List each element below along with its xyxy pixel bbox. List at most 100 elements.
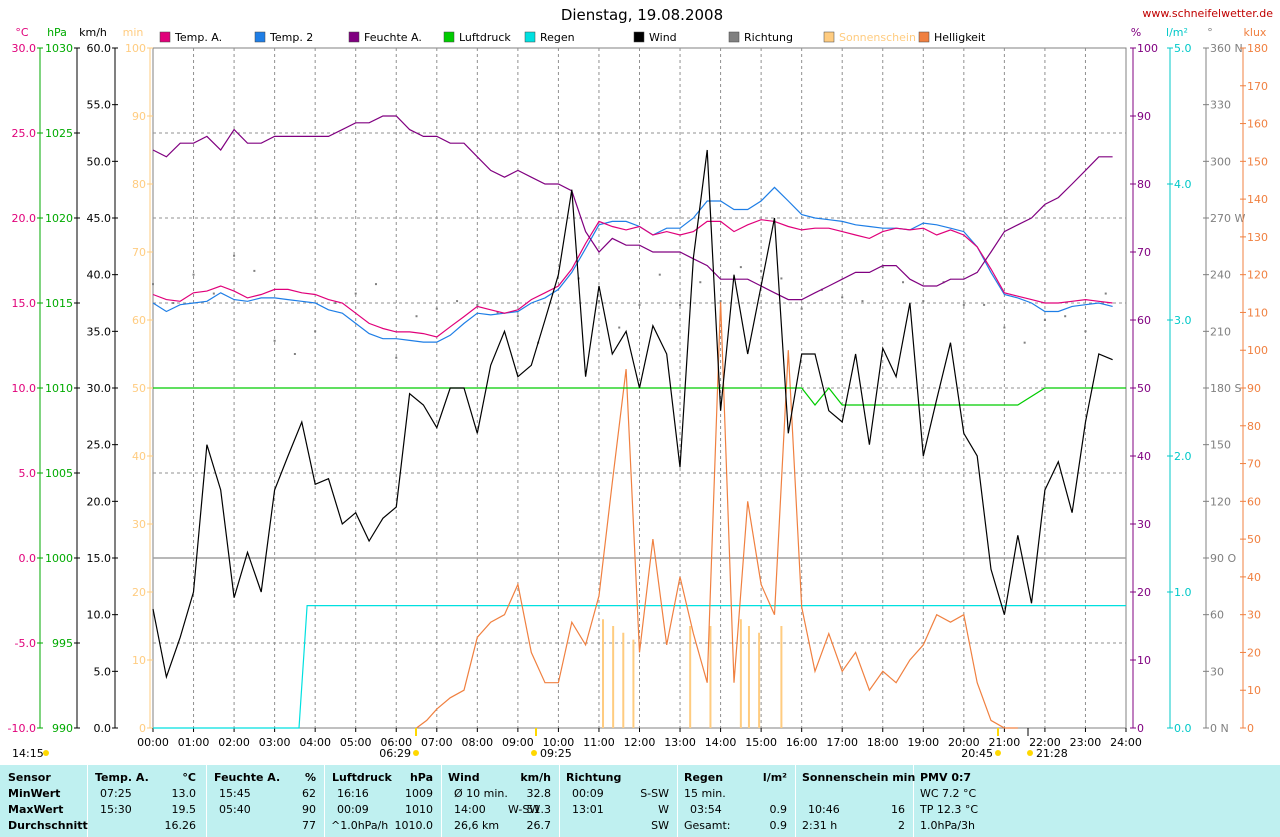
series [152,115,1126,729]
rain-r2-val: 0.9 [769,803,788,816]
series-temp-a-line [152,219,1113,338]
press-max-time: 00:09 [337,803,369,816]
press-max-val: 1010 [405,803,433,816]
chart-title: Dienstag, 19.08.2008 [561,6,723,24]
brightness-tick-label: 150 [1247,155,1268,168]
rain-unit: l/m² [762,771,787,784]
col-wind: Wind km/h Ø 10 min. 32.8 14:00 W-SW 51.3… [442,765,560,837]
series-richtung-point [699,281,702,284]
wind-tick-label: 0.0 [94,722,112,735]
event-sunset: 20:45 [961,747,993,760]
rain-r2-time: 03:54 [690,803,722,816]
brightness-tick-label: 100 [1247,344,1268,357]
rain-r3-val: 0.9 [769,819,788,832]
series-richtung-point [983,303,986,306]
rain-tick-label: 4.0 [1174,178,1192,191]
humidity-tick-label: 90 [1137,110,1151,123]
legend-label: Luftdruck [459,31,511,44]
press-min-val: 1009 [405,787,433,800]
x-tick-label: 12:00 [624,736,656,749]
sunshine-tick-label: 100 [125,42,146,55]
site-url: www.schneifelwetter.de [1142,7,1273,20]
legend-label: Temp. 2 [269,31,313,44]
unit-temp: °C [15,26,29,39]
event-moon: 21:28 [1036,747,1068,760]
wind-r1-val: 32.8 [526,787,552,800]
x-tick-label: 14:00 [705,736,737,749]
rain-tick-label: 3.0 [1174,314,1192,327]
press-header: Luftdruck [332,771,392,784]
sunshine-tick-label: 90 [132,110,146,123]
pmv-header: PMV 0:7 [920,771,972,784]
legend-swatch [918,31,930,43]
legend-swatch [348,31,360,43]
brightness-tick-label: 130 [1247,231,1268,244]
direction-tick-label: 240 [1210,269,1231,282]
series-richtung-point [293,353,296,355]
series-richtung-point [172,302,175,304]
series-luftdruck-line [153,387,1126,406]
press-trend: ^1.0hPa/h [331,819,389,832]
sunshine-tick-label: 50 [132,382,146,395]
humidity-tick-label: 100 [1137,42,1158,55]
legend-label: Regen [540,31,575,44]
series-richtung-point [760,269,763,272]
row-avg-label: Durchschnitt [8,819,88,832]
series-richtung-point [516,315,519,318]
unit-sun: min [123,26,144,39]
series-richtung-point [800,307,803,310]
sun-r2-time: 10:46 [808,803,840,816]
col-temp: Temp. A. °C 07:25 13.0 15:30 19.5 16.26 [88,765,207,837]
hum-header: Feuchte A. [214,771,281,784]
legend-swatch [524,31,536,43]
temp-header: Temp. A. [95,771,149,784]
series-richtung-point [435,307,438,310]
moon-icon [1027,750,1033,756]
x-tick-label: 19:00 [907,736,939,749]
series-richtung-point [395,356,398,359]
series-richtung-point [334,302,337,304]
direction-tick-label: 90 O [1210,552,1236,565]
col-press: Luftdruck hPa 16:16 1009 00:09 1010 ^1.0… [325,765,442,837]
pmv-wc: WC 7.2 °C [920,787,977,800]
wind-tick-label: 25.0 [87,439,112,452]
wind-tick-label: 40.0 [87,269,112,282]
brightness-tick-label: 20 [1247,646,1261,659]
pressure-tick-label: 1015 [45,297,73,310]
sun-header: Sonnenschein min [802,771,916,784]
series-richtung-point [1084,330,1087,333]
wind-tick-label: 55.0 [87,99,112,112]
direction-tick-label: 150 [1210,439,1231,452]
temp-max-val: 19.5 [171,803,197,816]
pressure-tick-label: 1030 [45,42,73,55]
humidity-tick-label: 50 [1137,382,1151,395]
temp-min-val: 13.0 [171,787,197,800]
wind-r2-mid: W-SW [508,803,541,816]
series-richtung-point [374,283,377,286]
wind-r3-val: 26.7 [526,819,552,832]
sun-icon [43,750,49,756]
x-tick-label: 02:00 [218,736,250,749]
series-richtung-point [780,277,783,280]
temp-tick-label: 10.0 [12,382,37,395]
x-tick-label: 10:00 [543,736,575,749]
wind-tick-label: 35.0 [87,325,112,338]
x-tick-label: 13:00 [664,736,696,749]
temp-tick-label: 20.0 [12,212,37,225]
temp-tick-label: 15.0 [12,297,37,310]
row-min-label: MinWert [8,787,61,800]
col-hum: Feuchte A. % 15:45 62 05:40 90 77 [207,765,325,837]
event-sunrise: 06:29 [379,747,411,760]
rain-r1-label: 15 min. [684,787,726,800]
x-tick-label: 18:00 [867,736,899,749]
dir-r3-val: SW [651,819,669,832]
series-regen-line [153,604,1126,729]
series-richtung-point [922,300,925,303]
col-rain: Regen l/m² 15 min. 03:54 0.9 Gesamt: 0.9 [678,765,796,837]
legend-swatch [159,31,171,43]
sunshine-tick-label: 60 [132,314,146,327]
press-unit: hPa [409,771,433,784]
rain-tick-label: 1.0 [1174,586,1192,599]
legend-label: Wind [649,31,677,44]
unit-rain: l/m² [1166,26,1188,39]
